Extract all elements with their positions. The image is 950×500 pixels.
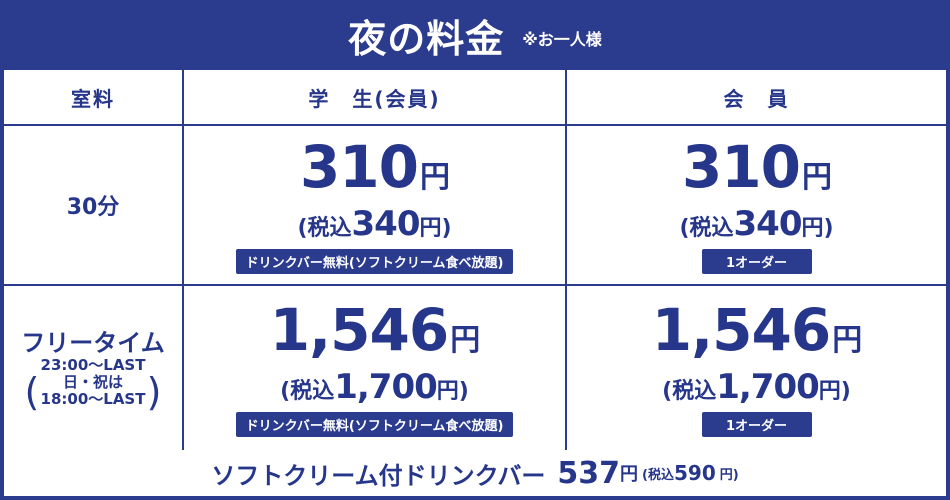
member-30min-price: 310円 bbox=[682, 137, 832, 208]
tax-number: 340 bbox=[733, 203, 803, 244]
row-label-30min: 30分 bbox=[4, 126, 182, 284]
holiday-hours-group: ( 日・祝は 18:00～LAST ) bbox=[25, 372, 162, 412]
tax-suffix: 円) bbox=[436, 378, 469, 404]
holiday-hours: 18:00～LAST bbox=[40, 389, 146, 408]
member-freetime-cell: 1,546円 (税込1,700円) 1オーダー bbox=[567, 286, 946, 450]
student-30min-tag: ドリンクバー無料(ソフトクリーム食べ放題) bbox=[235, 248, 514, 274]
page-title: 夜の料金 bbox=[348, 16, 505, 61]
tax-prefix: (税込 bbox=[662, 378, 717, 404]
price-number: 1,546 bbox=[269, 295, 449, 364]
yen-unit: 円 bbox=[802, 159, 832, 195]
column-divider-1 bbox=[182, 70, 184, 450]
title-bar: 夜の料金 ※お一人様 bbox=[0, 0, 950, 70]
freetime-hours: 23:00～LAST bbox=[40, 355, 146, 374]
yen-unit: 円 bbox=[420, 159, 450, 195]
member-freetime-price: 1,546円 bbox=[652, 300, 862, 371]
student-30min-tax: (税込340円) bbox=[297, 207, 452, 243]
student-freetime-cell: 1,546円 (税込1,700円) ドリンクバー無料(ソフトクリーム食べ放題) bbox=[184, 286, 565, 450]
yen-unit: 円 bbox=[832, 322, 862, 358]
row-divider bbox=[4, 284, 946, 286]
student-30min-price: 310円 bbox=[300, 137, 450, 208]
price-number: 1,546 bbox=[651, 295, 831, 364]
member-30min-tax: (税込340円) bbox=[679, 207, 834, 243]
member-30min-cell: 310円 (税込340円) 1オーダー bbox=[567, 126, 946, 284]
row-label-freetime-text: フリータイム bbox=[21, 328, 165, 357]
price-number: 310 bbox=[299, 132, 419, 201]
column-divider-2 bbox=[565, 70, 567, 450]
drinkbar-tax-suffix: 円) bbox=[719, 467, 739, 483]
tax-number: 1,700 bbox=[334, 366, 438, 407]
tax-number: 1,700 bbox=[716, 366, 820, 407]
tax-prefix: (税込 bbox=[297, 215, 352, 241]
student-freetime-tax: (税込1,700円) bbox=[280, 370, 469, 406]
header-member-cell: 会 員 bbox=[567, 70, 946, 124]
holiday-label: 日・祝は bbox=[62, 372, 123, 391]
member-30min-tag: 1オーダー bbox=[701, 248, 812, 274]
row-label-freetime: フリータイム 23:00～LAST ( 日・祝は 18:00～LAST ) bbox=[4, 286, 182, 450]
drinkbar-price: 537 bbox=[557, 455, 621, 491]
student-freetime-tag: ドリンクバー無料(ソフトクリーム食べ放題) bbox=[235, 411, 514, 437]
price-number: 310 bbox=[681, 132, 801, 201]
drinkbar-label: ソフトクリーム付ドリンクバー bbox=[211, 461, 546, 490]
header-student: 学 生(会員) bbox=[308, 86, 441, 111]
tax-suffix: 円) bbox=[419, 215, 452, 241]
drinkbar-yen: 円 bbox=[620, 464, 639, 485]
member-freetime-tax: (税込1,700円) bbox=[662, 370, 851, 406]
drinkbar-tax-number: 590 bbox=[673, 461, 716, 485]
drinkbar-tax-prefix: (税込 bbox=[642, 467, 674, 483]
header-student-cell: 学 生(会員) bbox=[184, 70, 565, 124]
tax-suffix: 円) bbox=[801, 215, 834, 241]
student-30min-cell: 310円 (税込340円) ドリンクバー無料(ソフトクリーム食べ放題) bbox=[184, 126, 565, 284]
header-divider bbox=[4, 124, 946, 126]
member-freetime-tag: 1オーダー bbox=[701, 411, 812, 437]
paren-left: ( bbox=[24, 369, 40, 414]
row-label-30min-text: 30分 bbox=[66, 195, 120, 220]
tax-suffix: 円) bbox=[818, 378, 851, 404]
student-freetime-price: 1,546円 bbox=[270, 300, 480, 371]
yen-unit: 円 bbox=[450, 322, 480, 358]
paren-right: ) bbox=[146, 369, 162, 414]
tax-prefix: (税込 bbox=[679, 215, 734, 241]
tax-prefix: (税込 bbox=[280, 378, 335, 404]
price-table: 室料 学 生(会員) 会 員 30分 310円 (税込340円) ドリンクバー無… bbox=[4, 70, 946, 450]
drinkbar-footer: ソフトクリーム付ドリンクバー 537 円 (税込 590 円) bbox=[4, 450, 946, 496]
header-room: 室料 bbox=[71, 86, 115, 111]
tax-number: 340 bbox=[351, 203, 421, 244]
header-room-cell: 室料 bbox=[4, 70, 182, 124]
header-member: 会 員 bbox=[723, 86, 790, 111]
per-person-note: ※お一人様 bbox=[522, 30, 602, 49]
